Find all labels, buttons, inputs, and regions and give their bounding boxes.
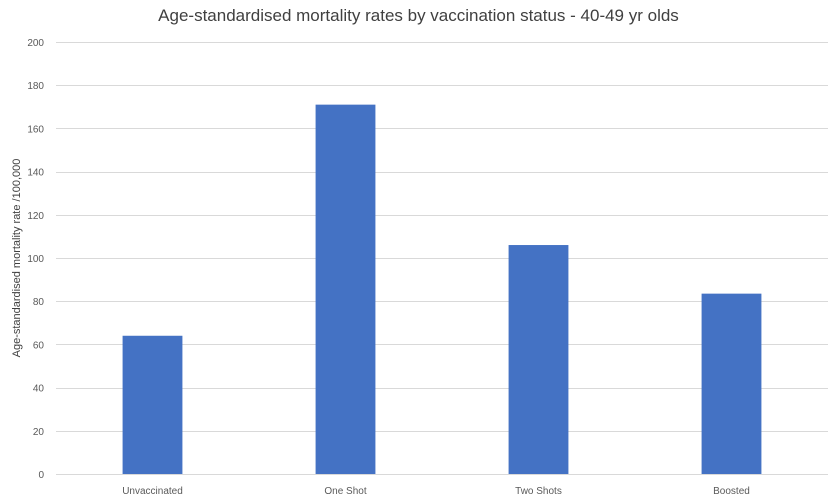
bar bbox=[122, 335, 183, 474]
y-tick-label: 20 bbox=[33, 427, 45, 438]
x-tick-label: Unvaccinated bbox=[122, 486, 183, 497]
y-tick-label: 100 bbox=[27, 254, 44, 265]
bar bbox=[701, 293, 762, 474]
y-tick-label: 200 bbox=[27, 38, 44, 49]
y-tick-label: 80 bbox=[33, 297, 45, 308]
bar bbox=[315, 104, 376, 474]
x-tick-labels: Unvaccinated One Shot Two Shots Boosted bbox=[122, 486, 750, 497]
x-tick-label: One Shot bbox=[324, 486, 366, 497]
y-tick-label: 0 bbox=[38, 470, 44, 481]
y-tick-label: 160 bbox=[27, 124, 44, 135]
bars bbox=[122, 104, 762, 474]
y-tick-label: 120 bbox=[27, 211, 44, 222]
gridlines bbox=[56, 42, 828, 475]
y-tick-label: 140 bbox=[27, 168, 44, 179]
y-tick-labels: 0 20 40 60 80 100 120 140 160 180 200 bbox=[27, 38, 44, 481]
x-tick-label: Two Shots bbox=[515, 486, 562, 497]
x-tick-label: Boosted bbox=[713, 486, 750, 497]
y-tick-label: 180 bbox=[27, 81, 44, 92]
chart-title: Age-standardised mortality rates by vacc… bbox=[158, 6, 679, 25]
y-tick-label: 40 bbox=[33, 384, 45, 395]
bar bbox=[508, 245, 569, 474]
y-tick-label: 60 bbox=[33, 340, 45, 351]
